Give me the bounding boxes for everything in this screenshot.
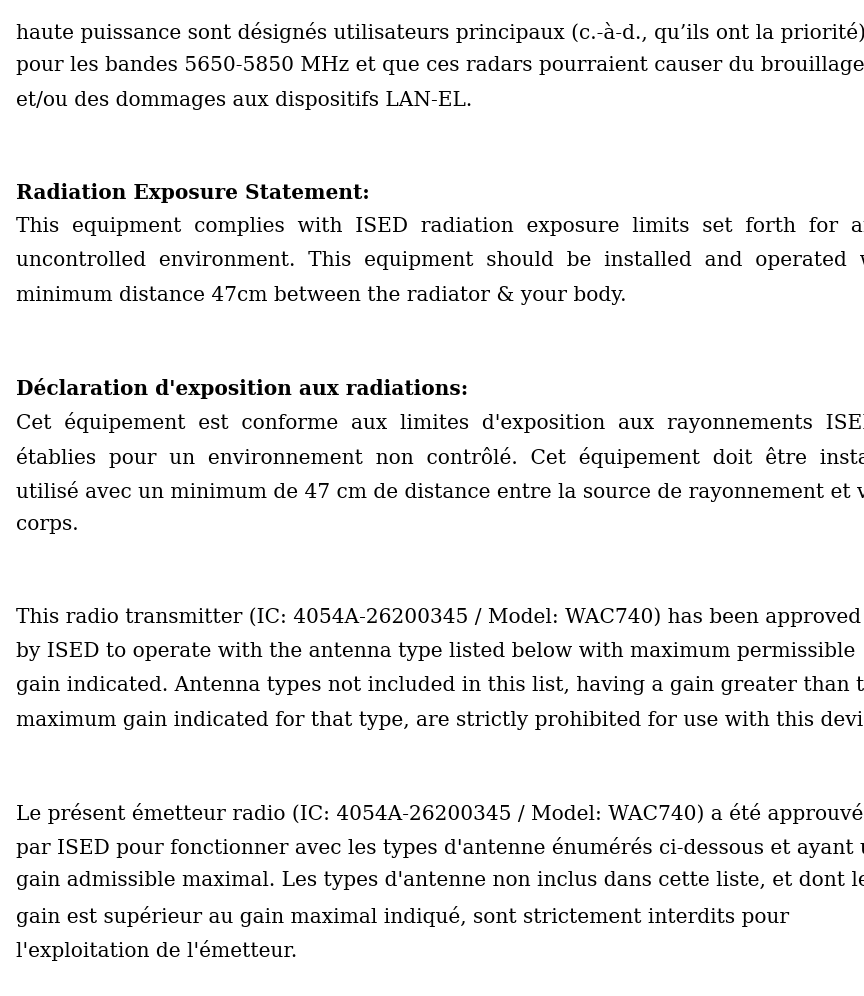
Text: corps.: corps. bbox=[16, 515, 78, 535]
Text: l'exploitation de l'émetteur.: l'exploitation de l'émetteur. bbox=[16, 940, 297, 961]
Text: pour les bandes 5650-5850 MHz et que ces radars pourraient causer du brouillage: pour les bandes 5650-5850 MHz et que ces… bbox=[16, 56, 864, 76]
Text: haute puissance sont désignés utilisateurs principaux (c.-à-d., qu’ils ont la pr: haute puissance sont désignés utilisateu… bbox=[16, 22, 864, 43]
Text: établies  pour  un  environnement  non  contrôlé.  Cet  équipement  doit  être  : établies pour un environnement non contr… bbox=[16, 446, 864, 468]
Text: This radio transmitter (IC: 4054A-26200345 / Model: WAC740) has been approved: This radio transmitter (IC: 4054A-262003… bbox=[16, 608, 861, 627]
Text: gain indicated. Antenna types not included in this list, having a gain greater t: gain indicated. Antenna types not includ… bbox=[16, 676, 864, 695]
Text: par ISED pour fonctionner avec les types d'antenne énumérés ci-dessous et ayant : par ISED pour fonctionner avec les types… bbox=[16, 837, 864, 859]
Text: gain est supérieur au gain maximal indiqué, sont strictement interdits pour: gain est supérieur au gain maximal indiq… bbox=[16, 905, 789, 927]
Text: et/ou des dommages aux dispositifs LAN-EL.: et/ou des dommages aux dispositifs LAN-E… bbox=[16, 91, 472, 110]
Text: gain admissible maximal. Les types d'antenne non inclus dans cette liste, et don: gain admissible maximal. Les types d'ant… bbox=[16, 872, 864, 890]
Text: This  equipment  complies  with  ISED  radiation  exposure  limits  set  forth  : This equipment complies with ISED radiat… bbox=[16, 217, 864, 236]
Text: by ISED to operate with the antenna type listed below with maximum permissible: by ISED to operate with the antenna type… bbox=[16, 641, 854, 661]
Text: minimum distance 47cm between the radiator & your body.: minimum distance 47cm between the radiat… bbox=[16, 286, 626, 305]
Text: Cet  équipement  est  conforme  aux  limites  d'exposition  aux  rayonnements  I: Cet équipement est conforme aux limites … bbox=[16, 412, 864, 433]
Text: Le présent émetteur radio (IC: 4054A-26200345 / Model: WAC740) a été approuvé: Le présent émetteur radio (IC: 4054A-262… bbox=[16, 803, 863, 824]
Text: uncontrolled  environment.  This  equipment  should  be  installed  and  operate: uncontrolled environment. This equipment… bbox=[16, 251, 864, 271]
Text: utilisé avec un minimum de 47 cm de distance entre la source de rayonnement et v: utilisé avec un minimum de 47 cm de dist… bbox=[16, 481, 864, 502]
Text: maximum gain indicated for that type, are strictly prohibited for use with this : maximum gain indicated for that type, ar… bbox=[16, 710, 864, 730]
Text: Déclaration d'exposition aux radiations:: Déclaration d'exposition aux radiations: bbox=[16, 377, 467, 399]
Text: Radiation Exposure Statement:: Radiation Exposure Statement: bbox=[16, 182, 369, 203]
